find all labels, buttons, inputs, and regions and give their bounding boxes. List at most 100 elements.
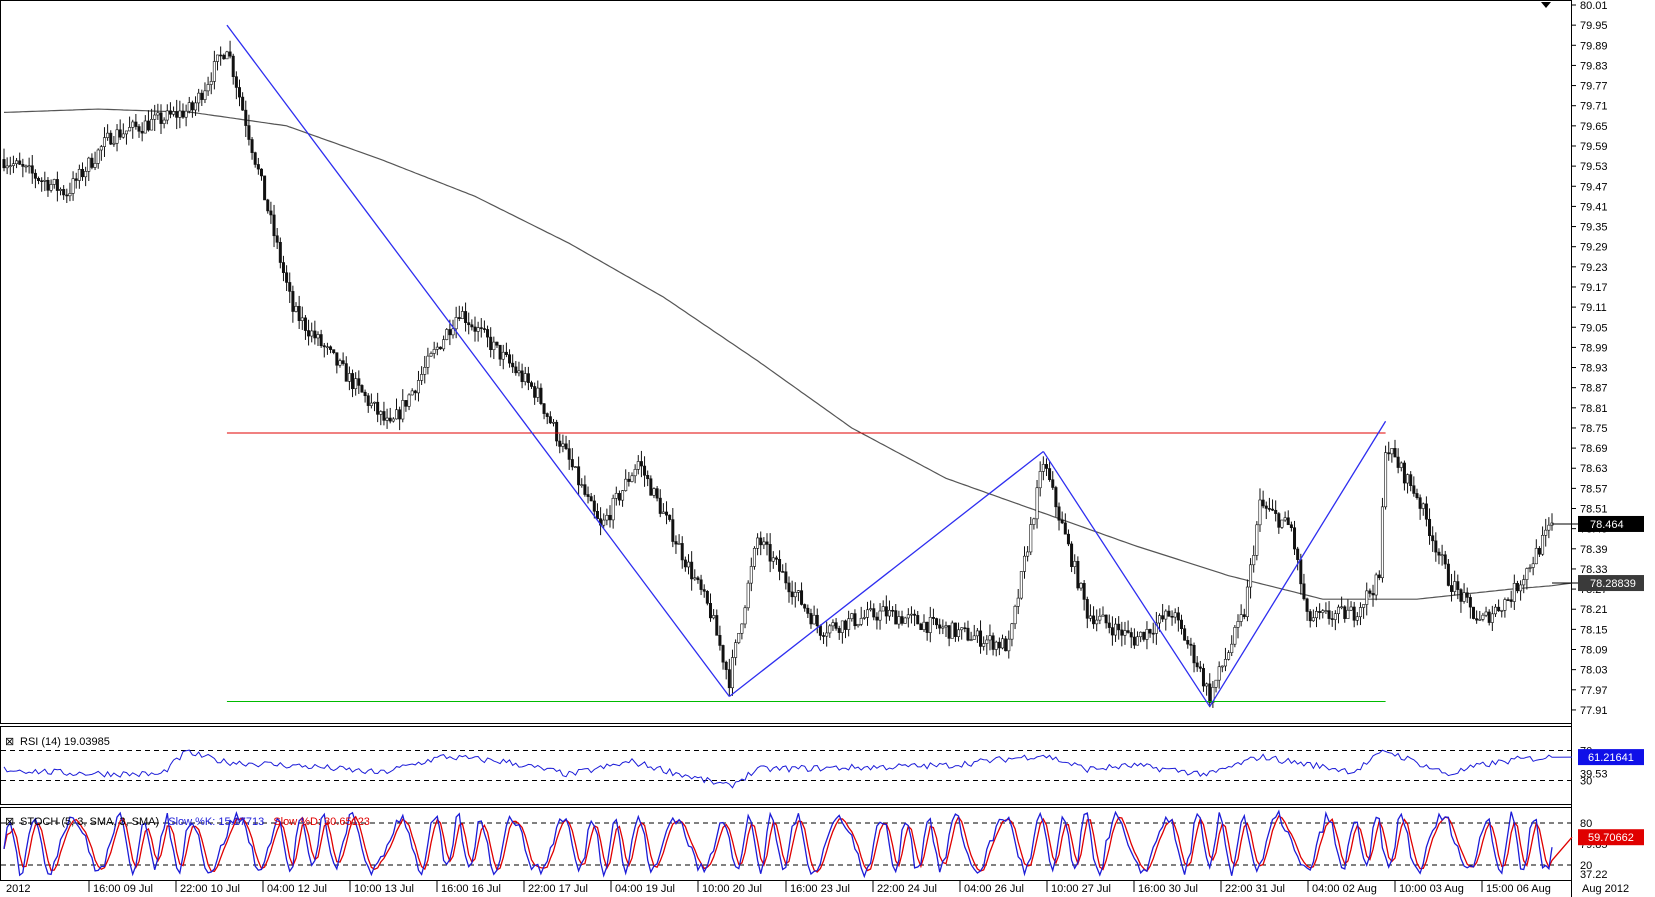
candle [263,175,267,201]
y-tick-label: 79.71 [1580,101,1608,113]
candle-body [115,129,119,144]
candle-body [65,194,69,197]
candle-body [909,613,913,616]
candle [1409,471,1413,492]
candle [146,110,150,132]
candle-body [589,496,593,502]
candle [897,610,901,629]
candle-body [216,54,220,62]
candle-body [1044,464,1048,469]
candle [1346,599,1350,619]
y-tick-label: 78.63 [1580,463,1608,475]
candle [1044,458,1048,477]
candle-body [134,121,138,127]
candle-body [357,378,361,386]
candle-body [633,469,637,477]
candle [806,604,810,619]
candle [140,122,144,142]
rsi-close-box[interactable]: ⊠ [5,736,14,748]
candle-body [573,466,577,468]
candle [1522,574,1526,594]
candle [1340,596,1344,610]
candle [762,537,766,550]
candle-body [206,84,210,92]
candle-body [982,643,986,647]
candle [175,99,179,130]
candle [150,108,154,131]
candle-body [244,109,248,126]
scroll-marker-icon[interactable] [1541,2,1551,8]
candle [621,490,625,507]
candle-body [379,411,383,415]
candle [658,489,662,518]
candle-body [8,165,12,167]
candle-body [71,178,75,194]
candle [33,169,37,189]
candle-body [250,139,254,153]
candle-body [1164,610,1168,620]
y-tick-label: 79.29 [1580,242,1608,254]
candle [1358,602,1362,626]
candle [960,627,964,640]
candle [209,72,213,95]
candle-body [1415,493,1419,498]
candle-body [197,92,201,104]
stoch-close-box[interactable]: ⊠ [5,816,14,828]
candle-body [690,561,694,580]
candle [1431,526,1435,552]
candle-body [771,557,775,562]
candle-body [46,179,50,191]
candle [288,272,292,303]
candle-body [1534,547,1538,565]
candle [844,619,848,639]
candle [1063,513,1067,535]
candle-body [219,54,223,57]
candle-body [1277,513,1281,528]
candle-body [887,609,891,617]
candle-body [231,55,235,77]
candle [1264,501,1268,520]
candle-body [935,618,939,626]
candle [385,408,389,429]
candle [489,327,493,358]
candle-body [322,345,326,348]
candle-body [391,418,395,422]
candle-body [768,544,772,562]
candle [1475,610,1479,624]
rsi-label: RSI (14) 19.03985 [20,736,110,748]
candle-body [1264,505,1268,509]
rsi-current-label: 61.21641 [1588,752,1634,764]
y-tick-label: 79.89 [1580,40,1608,52]
candle [351,369,355,398]
candle-body [1170,615,1174,618]
candle [360,384,364,393]
candle-body [59,189,63,191]
candle [300,306,304,330]
candle-body [931,617,935,619]
candle-body [1293,527,1297,550]
candle [247,114,251,146]
candle-body [1098,615,1102,621]
candle [1396,448,1400,474]
candle [329,345,333,354]
candle-body [508,354,512,364]
candle [1462,583,1466,604]
candle-body [969,639,973,641]
candle-body [1186,640,1190,645]
wave-line [226,24,730,697]
candle [822,632,826,644]
candle-body [303,317,307,331]
candle-body [1358,607,1362,618]
candle [1368,588,1372,598]
candle-body [1101,614,1105,617]
candle [1255,521,1259,561]
candle [702,584,706,598]
candle [382,401,386,426]
candle [1148,628,1152,638]
candle [677,534,681,545]
candle [668,514,672,522]
candle [294,302,298,313]
candle [1073,554,1077,575]
candle-body [1041,464,1045,472]
